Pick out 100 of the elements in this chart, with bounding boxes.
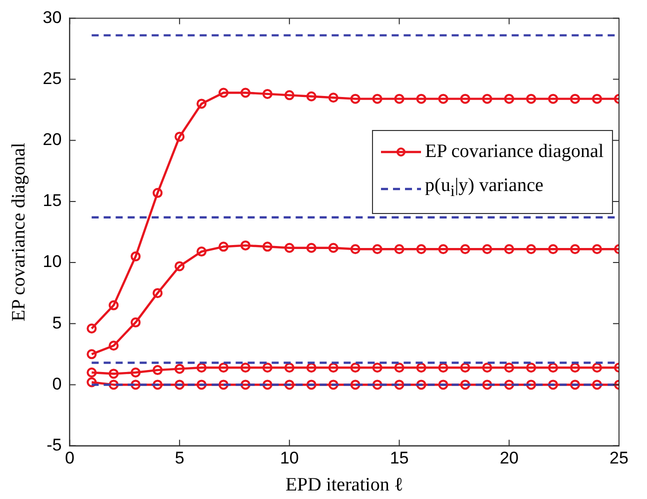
point [108,380,119,390]
point [130,367,141,378]
point [482,244,492,254]
point [350,94,360,104]
point [108,300,119,310]
point [86,349,97,360]
point [152,365,163,376]
point [504,94,514,104]
point [350,380,360,390]
point [460,94,470,104]
point [438,362,448,373]
point [306,380,316,390]
point [152,188,163,198]
point [240,362,250,373]
point [438,94,448,104]
point [570,362,580,373]
point [372,244,382,254]
point [196,98,207,109]
point [218,88,229,98]
point [306,91,316,102]
point [460,362,470,373]
point [504,244,514,254]
point [218,362,229,373]
point [570,380,580,390]
point [372,362,382,373]
y-tick-label: 25 [42,68,62,88]
point [526,362,536,373]
point [394,380,404,390]
point [460,380,470,390]
point [218,242,229,252]
point [328,380,338,390]
point [570,244,580,254]
y-tick-label: 15 [42,191,62,210]
legend-label: EP covariance diagonal [425,140,604,164]
point [240,240,250,250]
point [526,244,536,254]
point [174,261,185,272]
point [416,94,426,104]
point [218,380,229,390]
y-tick-label: 10 [42,252,62,272]
point [130,380,141,390]
point [174,132,185,142]
point [416,380,426,390]
y-tick-label: -5 [46,435,62,454]
point [174,380,185,390]
point [592,94,602,104]
point [460,244,470,254]
point [394,362,404,373]
point [548,94,558,104]
x-tick-label: 15 [390,448,409,468]
point [548,380,558,390]
point [86,377,97,388]
point [504,362,514,373]
x-axis-title: EPD iteration ℓ [285,474,404,496]
point [438,380,448,390]
point [504,380,514,390]
point [108,340,119,351]
legend-label: p(u$_{i}$|y) variance [425,174,544,202]
point [262,362,272,373]
point [262,380,272,390]
point [482,380,492,390]
point [196,380,207,390]
point [570,94,580,104]
x-tick-label: 5 [174,448,184,468]
point [394,94,404,104]
point [174,364,185,374]
point [86,367,97,378]
point [152,380,163,390]
point [372,380,382,390]
point [328,242,338,253]
point [284,380,294,390]
x-tick-label: 20 [500,448,519,468]
point [548,362,558,373]
point [372,94,382,104]
y-tick-label: 30 [42,8,62,27]
y-tick-label: 20 [42,130,62,150]
point [592,380,602,390]
point [350,244,360,254]
point [306,362,316,373]
point [328,92,338,103]
point [526,94,536,104]
point [482,94,492,104]
y-tick-label: 0 [52,374,62,394]
y-axis-title: EP covariance diagonal [8,142,30,322]
point [284,90,294,100]
point [526,380,536,390]
point [438,244,448,254]
point [262,242,272,252]
x-tick-label: 0 [64,448,74,468]
point [416,362,426,373]
point [548,244,558,254]
y-tick-label: 5 [52,313,62,332]
point [394,244,404,254]
point [240,88,250,98]
point [130,251,141,262]
point [284,242,294,253]
point [130,317,141,328]
point [262,88,272,99]
point [152,288,163,298]
point [328,362,338,373]
